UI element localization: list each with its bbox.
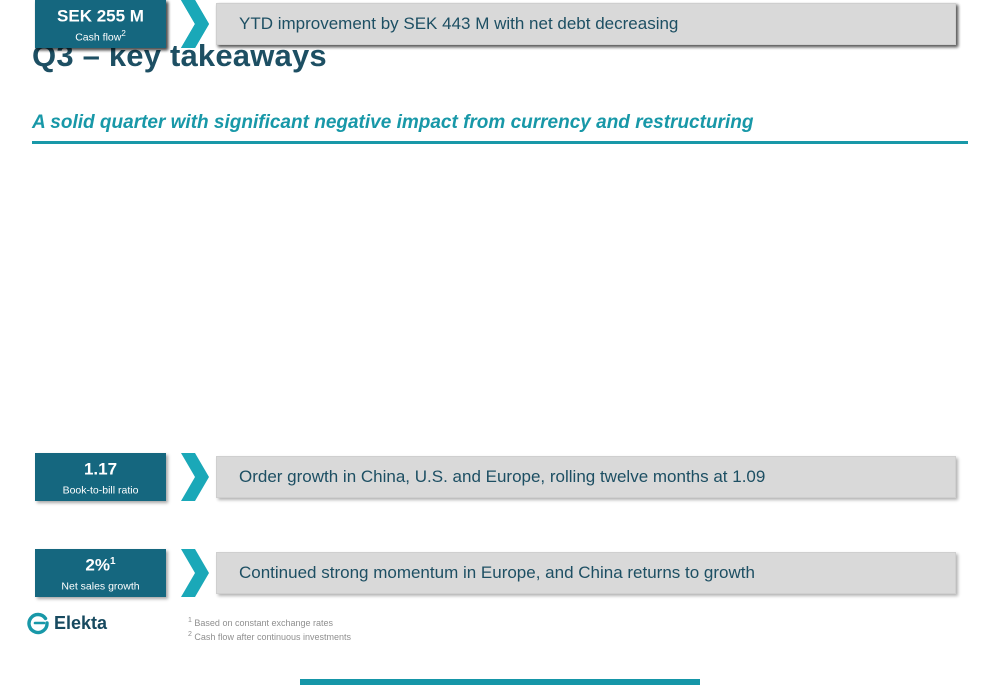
footnote-text: Based on constant exchange rates xyxy=(194,618,334,628)
stat-label: Cash flow2 xyxy=(75,27,126,45)
footnotes: 1 Based on constant exchange rates 2 Cas… xyxy=(188,615,351,643)
footnote-sup: 2 xyxy=(188,631,192,638)
divider xyxy=(32,141,968,144)
chevron-right-icon xyxy=(181,453,209,501)
stat-label-text: Cash flow xyxy=(75,31,122,44)
footnote-sup: 1 xyxy=(188,617,192,624)
chevron-right-icon xyxy=(181,0,209,48)
elekta-logo-text: Elekta xyxy=(54,612,108,633)
takeaway-text-bar: Order growth in China, U.S. and Europe, … xyxy=(216,456,956,498)
stat-value-sup: 1 xyxy=(110,556,116,568)
stat-value: 2%1 xyxy=(85,552,115,576)
stat-box: 1.17 Book-to-bill ratio xyxy=(35,453,166,501)
stat-box: SEK 255 M Cash flow2 xyxy=(35,0,166,48)
takeaway-row: SEK 255 M Cash flow2 YTD improvement by … xyxy=(35,0,965,48)
takeaway-text-bar: YTD improvement by SEK 443 M with net de… xyxy=(216,3,956,45)
footnote: 2 Cash flow after continuous investments xyxy=(188,629,351,643)
stat-value: 1.17 xyxy=(84,456,117,480)
subtitle: A solid quarter with significant negativ… xyxy=(32,112,754,133)
stat-value-text: SEK 255 M xyxy=(57,7,144,27)
takeaway-text: YTD improvement by SEK 443 M with net de… xyxy=(239,14,679,33)
elekta-logo-icon xyxy=(27,612,49,635)
takeaway-row: 1.17 Book-to-bill ratio Order growth in … xyxy=(35,453,965,501)
bottom-accent-bar xyxy=(300,679,700,685)
stat-box: 2%1 Net sales growth xyxy=(35,549,166,597)
stat-value-text: 2% xyxy=(85,556,110,576)
chevron-right-icon xyxy=(181,549,209,597)
stat-label-text: Book-to-bill ratio xyxy=(62,484,139,497)
stat-value-text: 1.17 xyxy=(83,460,118,480)
takeaway-text: Continued strong momentum in Europe, and… xyxy=(239,563,755,582)
stat-label-sup: 2 xyxy=(121,29,126,39)
takeaway-row: 2%1 Net sales growth Continued strong mo… xyxy=(35,549,965,597)
elekta-logo: Elekta xyxy=(26,611,107,635)
stat-label: Book-to-bill ratio xyxy=(63,480,139,498)
footnote: 1 Based on constant exchange rates xyxy=(188,615,351,629)
footnote-text: Cash flow after continuous investments xyxy=(194,632,351,642)
stat-label: Net sales growth xyxy=(61,576,139,594)
stat-value: SEK 255 M xyxy=(57,3,144,27)
takeaway-text: Order growth in China, U.S. and Europe, … xyxy=(239,467,766,486)
stat-label-text: Net sales growth xyxy=(61,580,140,593)
takeaway-text-bar: Continued strong momentum in Europe, and… xyxy=(216,552,956,594)
